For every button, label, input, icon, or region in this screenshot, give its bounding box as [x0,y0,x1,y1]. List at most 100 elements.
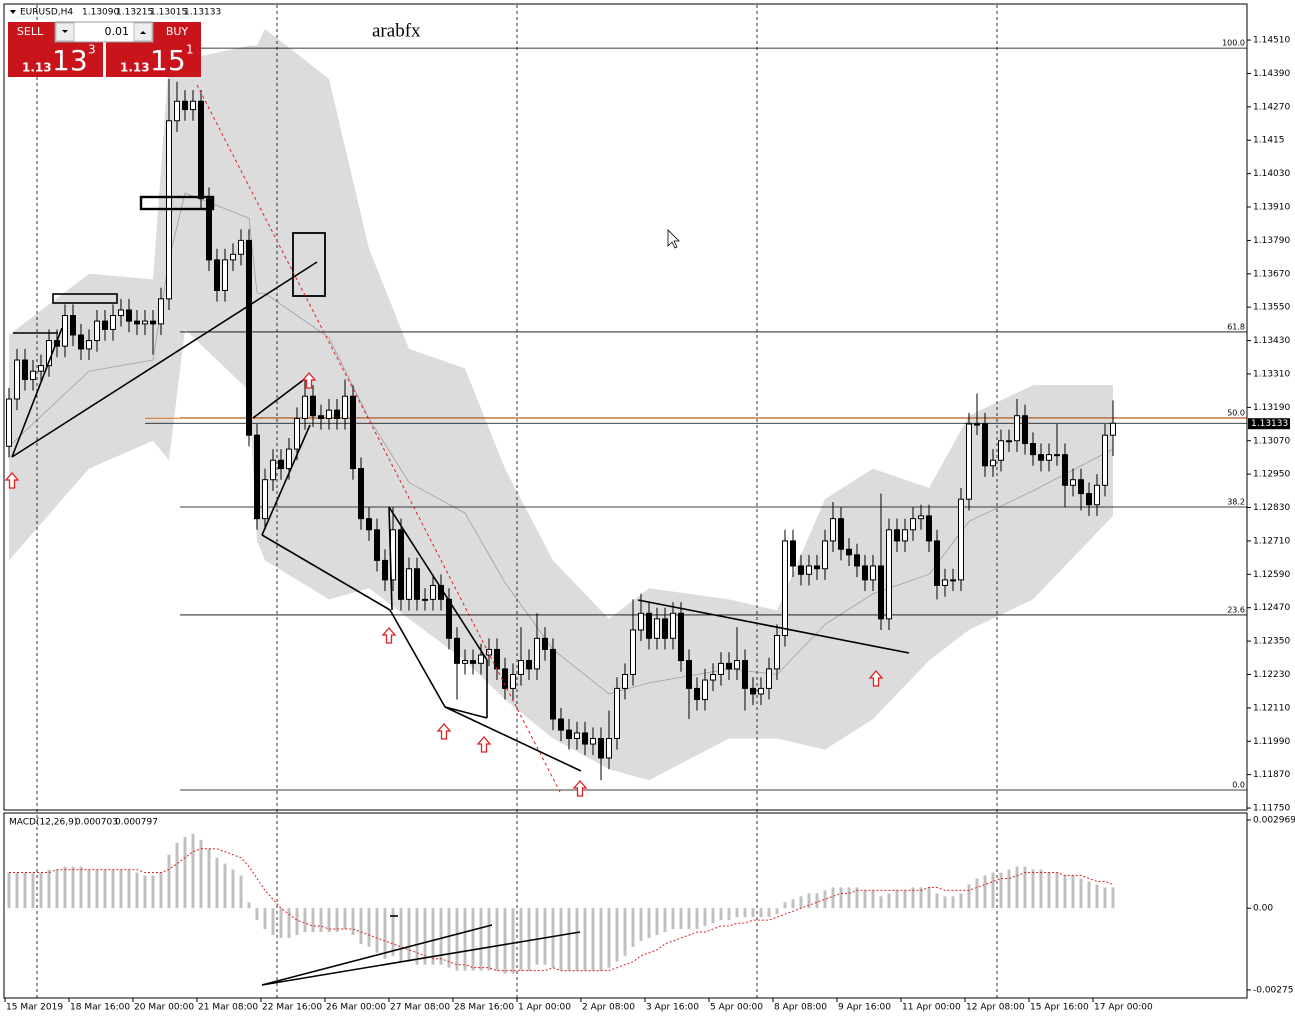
macd-panel-frame [3,812,1248,999]
y-tick-label: 1.12710 [1253,536,1290,546]
main-panel-frame [3,3,1248,811]
candle-body [510,673,516,689]
candle-body [86,340,92,350]
candle-body [734,660,740,670]
candle-body [214,259,220,291]
fib-level-label: 0.0 [1232,780,1245,789]
candle-body [1102,434,1108,486]
candle-body [230,253,236,261]
candle-body [606,737,612,759]
candle-body [894,529,900,542]
candle-body [262,479,268,520]
candle-body [454,637,460,664]
watermark: arabfx [372,20,421,41]
candle-body [470,660,476,664]
candle-body [942,579,948,586]
candle-body [30,370,36,381]
macd-trend-line [261,924,493,986]
sell-button[interactable]: SELL [17,25,44,38]
candle-body [950,579,956,582]
candle-body [1014,415,1020,442]
y-tick-label: 1.11990 [1253,737,1290,747]
candle-body [630,629,636,675]
fib-level-label: 38.2 [1227,497,1245,506]
y-tick-label: 1.14270 [1253,102,1290,112]
candle-body [902,529,908,542]
up-arrow [381,627,397,644]
candle-body [326,409,332,419]
candle-body [686,660,692,689]
symbol-menu-icon[interactable] [10,10,16,14]
lot-field[interactable] [54,21,154,43]
fib-level-label: 50.0 [1227,408,1245,417]
candle-body [934,540,940,586]
x-tick-label: 22 Mar 16:00 [262,1003,322,1013]
trend-line [444,706,582,772]
y-tick-label: 1.14390 [1253,69,1290,79]
trend-line [388,506,393,611]
candle-body [462,660,468,664]
sell-price-prefix: 1.13 [22,61,52,75]
x-tick-label: 2 Apr 08:00 [582,1003,635,1013]
mouse-cursor [667,229,680,249]
candle-body [310,395,316,417]
candle-body [966,423,972,500]
candle-body [550,648,556,720]
candle-body [654,618,660,639]
x-tick-label: 28 Mar 16:00 [454,1003,514,1013]
lot-value[interactable]: 0.01 [105,25,130,38]
ohlc-low: 1.13015 [150,8,187,18]
candle-body [926,515,932,542]
y-tick-label: 1.13430 [1253,336,1290,346]
x-tick-label: 3 Apr 16:00 [646,1003,699,1013]
candle-body [838,518,844,550]
up-arrow [301,372,317,389]
x-tick-label: 15 Mar 2019 [6,1003,63,1013]
macd-y-tick-label: 0.00 [1253,904,1273,914]
candle-body [774,635,780,670]
up-arrow [4,472,20,489]
macd-title: MACD(12,26,9) [9,818,77,828]
y-tick-label: 1.11750 [1253,804,1290,814]
buy-price-pips: 15 [150,44,186,77]
candle-body [646,612,652,639]
candle-body [382,559,388,581]
candle-body [798,565,804,575]
candle-body [430,584,436,600]
buy-button[interactable]: BUY [166,25,189,38]
candle-body [406,568,412,600]
candle-body [1054,454,1060,457]
candle-body [614,687,620,739]
x-tick-label: 12 Apr 08:00 [966,1003,1025,1013]
candle-body [526,660,532,670]
up-arrow [436,723,452,740]
y-tick-label: 1.12830 [1253,503,1290,513]
candle-body [118,309,124,317]
candle-body [38,365,44,372]
buy-price-prefix: 1.13 [120,61,150,75]
candle-body [830,518,836,542]
candle-body [134,320,140,325]
candle-body [998,440,1004,461]
y-tick-label: 1.13190 [1253,403,1290,413]
candle-body [990,459,996,467]
candle-body [726,662,732,670]
x-tick-label: 1 Apr 00:00 [518,1003,571,1013]
candle-body [350,395,356,470]
y-tick-label: 1.12350 [1253,637,1290,647]
candle-body [846,548,852,556]
y-tick-label: 1.12470 [1253,603,1290,613]
candle-body [806,565,812,575]
candle-body [854,554,860,567]
box-drawing [52,293,118,304]
candle-body [22,359,28,381]
trend-line [637,599,910,654]
candle-body [398,529,404,600]
candle-body [174,100,180,122]
candle-body [782,540,788,637]
trend-line [389,609,446,708]
candle-body [342,395,348,419]
candle-body [566,729,572,739]
y-tick-label: 1.13910 [1253,203,1290,213]
